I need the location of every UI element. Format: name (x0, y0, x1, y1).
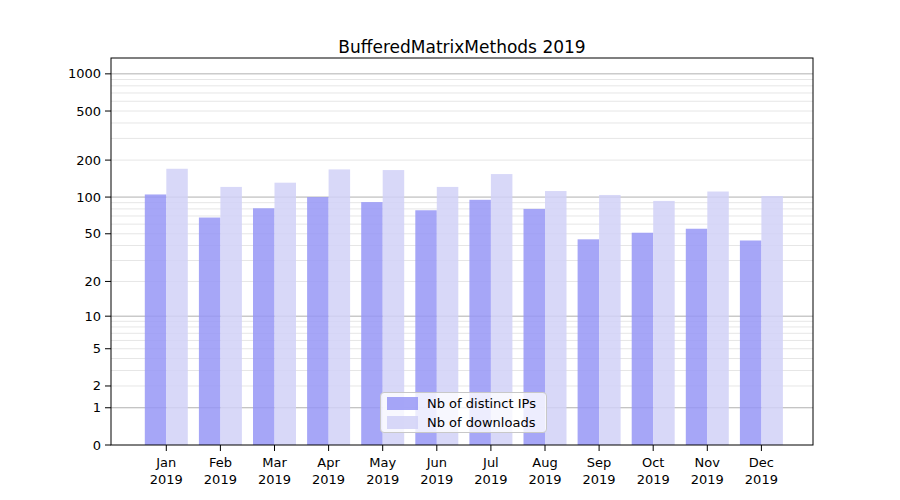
svg-text:50: 50 (84, 226, 101, 241)
chart-figure: BufferedMatrixMethods 2019 0125102050100… (0, 0, 900, 500)
svg-text:Nov: Nov (695, 455, 721, 470)
svg-text:Jul: Jul (482, 455, 499, 470)
svg-text:Jan: Jan (155, 455, 176, 470)
svg-text:20: 20 (84, 274, 101, 289)
svg-text:500: 500 (76, 104, 101, 119)
legend-item-distinct-ips: Nb of distinct IPs (387, 394, 546, 413)
svg-text:Apr: Apr (317, 455, 340, 470)
svg-text:Aug: Aug (532, 455, 557, 470)
svg-text:2019: 2019 (637, 472, 670, 487)
svg-text:2019: 2019 (312, 472, 345, 487)
legend-item-downloads: Nb of downloads (387, 413, 546, 432)
legend-swatch-downloads (387, 416, 418, 429)
svg-text:2019: 2019 (528, 472, 561, 487)
legend-label-distinct-ips: Nb of distinct IPs (427, 396, 536, 411)
svg-text:1: 1 (93, 400, 101, 415)
svg-text:Dec: Dec (749, 455, 774, 470)
svg-text:2019: 2019 (258, 472, 291, 487)
svg-text:2019: 2019 (474, 472, 507, 487)
svg-text:2: 2 (93, 378, 101, 393)
svg-text:200: 200 (76, 153, 101, 168)
svg-text:0: 0 (93, 438, 101, 453)
legend: Nb of distinct IPs Nb of downloads (380, 392, 547, 433)
svg-text:2019: 2019 (745, 472, 778, 487)
svg-text:2019: 2019 (583, 472, 616, 487)
svg-text:2019: 2019 (150, 472, 183, 487)
svg-text:100: 100 (76, 190, 101, 205)
svg-text:May: May (369, 455, 396, 470)
svg-text:2019: 2019 (420, 472, 453, 487)
svg-text:Jun: Jun (426, 455, 447, 470)
legend-label-downloads: Nb of downloads (427, 415, 535, 430)
legend-swatch-distinct-ips (387, 397, 418, 410)
svg-text:10: 10 (84, 309, 101, 324)
svg-text:Feb: Feb (209, 455, 232, 470)
svg-text:2019: 2019 (204, 472, 237, 487)
svg-text:Oct: Oct (642, 455, 664, 470)
svg-text:2019: 2019 (691, 472, 724, 487)
svg-text:1000: 1000 (68, 66, 101, 81)
svg-text:2019: 2019 (366, 472, 399, 487)
svg-text:5: 5 (93, 341, 101, 356)
svg-text:Sep: Sep (587, 455, 612, 470)
svg-text:Mar: Mar (262, 455, 287, 470)
